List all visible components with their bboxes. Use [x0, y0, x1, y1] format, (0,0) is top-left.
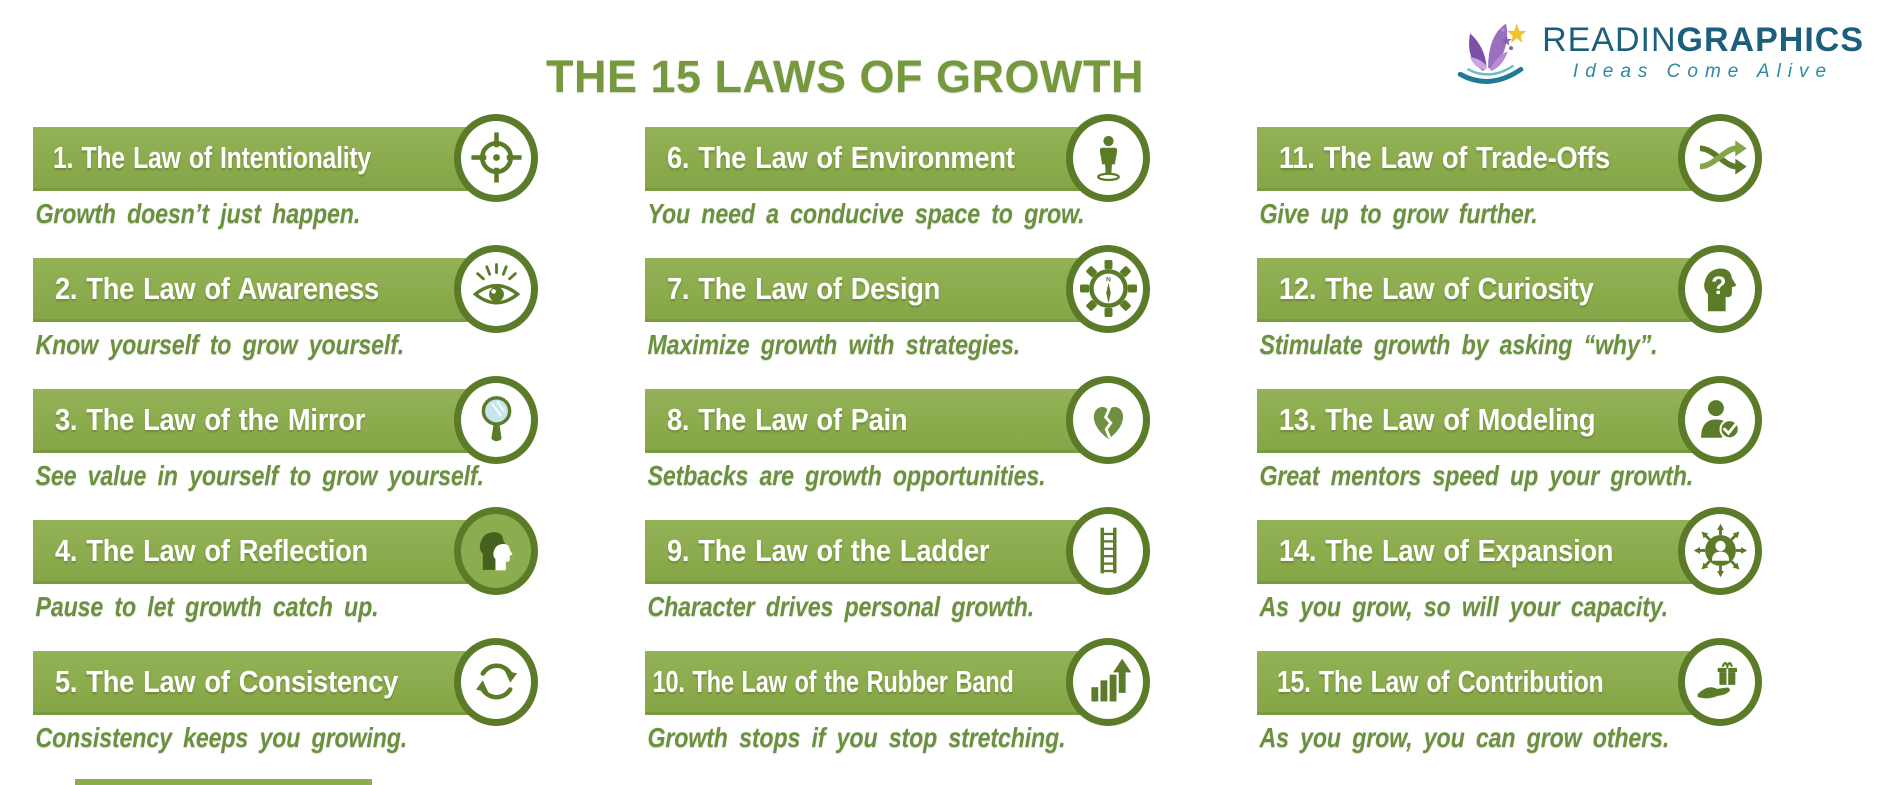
- expansion-icon: [1678, 506, 1762, 595]
- law-bar: 3. The Law of the Mirror: [33, 375, 538, 464]
- law-title: 11. The Law of Trade-Offs: [1279, 140, 1610, 175]
- broken-heart-icon: [1066, 375, 1150, 464]
- law-bar: 5. The Law of Consistency: [33, 637, 538, 726]
- logo-text: READINGRAPHICS Ideas Come Alive: [1542, 20, 1864, 84]
- law-title: 2. The Law of Awareness: [55, 271, 379, 306]
- law-title: 1. The Law of Intentionality: [53, 140, 371, 175]
- law-subtitle: Know yourself to grow yourself.: [35, 329, 405, 360]
- law-title: 7. The Law of Design: [667, 271, 941, 306]
- svg-text:N: N: [1106, 277, 1111, 284]
- law-title: 12. The Law of Curiosity: [1279, 271, 1594, 306]
- law-bar: 14. The Law of Expansion: [1257, 506, 1762, 595]
- laws-column-1: 1. The Law of Intentionality Growth does…: [33, 113, 538, 782]
- law-subtitle: Pause to let growth catch up.: [35, 591, 379, 622]
- law-row: 4. The Law of Reflection Pause to let gr…: [33, 506, 538, 651]
- law-bar: 1. The Law of Intentionality: [33, 113, 538, 202]
- law-subtitle: Give up to grow further.: [1259, 198, 1538, 229]
- law-row: 12. The Law of Curiosity ? Stimulate gro…: [1257, 244, 1762, 389]
- law-row: 13. The Law of Modeling Great mentors sp…: [1257, 375, 1762, 520]
- law-bar: 4. The Law of Reflection: [33, 506, 538, 595]
- law-subtitle: Consistency keeps you growing.: [35, 722, 408, 753]
- law-title: 8. The Law of Pain: [667, 402, 908, 437]
- cropped-bar-strip: [75, 779, 372, 785]
- law-bar: 2. The Law of Awareness: [33, 244, 538, 333]
- law-row: 14. The Law of Expansion As you grow, so…: [1257, 506, 1762, 651]
- law-row: 11. The Law of Trade-Offs Give up to gro…: [1257, 113, 1762, 258]
- mentor-check-icon: [1678, 375, 1762, 464]
- law-title: 4. The Law of Reflection: [55, 533, 368, 568]
- page-title: THE 15 LAWS OF GROWTH: [545, 51, 1144, 103]
- law-title: 5. The Law of Consistency: [55, 664, 399, 699]
- law-subtitle: See value in yourself to grow yourself.: [35, 460, 484, 491]
- question-head-icon: ?: [1678, 244, 1762, 333]
- laws-column-3: 11. The Law of Trade-Offs Give up to gro…: [1257, 113, 1762, 782]
- law-title: 13. The Law of Modeling: [1279, 402, 1596, 437]
- ladder-icon: [1066, 506, 1150, 595]
- law-subtitle: Growth doesn’t just happen.: [35, 198, 361, 229]
- law-bar: 12. The Law of Curiosity ?: [1257, 244, 1762, 333]
- law-subtitle: As you grow, so will your capacity.: [1259, 591, 1668, 622]
- compass-gear-icon: N: [1066, 244, 1150, 333]
- person-icon: [1066, 113, 1150, 202]
- law-subtitle: Maximize growth with strategies.: [647, 329, 1021, 360]
- law-bar: 6. The Law of Environment: [645, 113, 1150, 202]
- law-row: 1. The Law of Intentionality Growth does…: [33, 113, 538, 258]
- law-row: 6. The Law of Environment You need a con…: [645, 113, 1150, 258]
- law-subtitle: You need a conducive space to grow.: [647, 198, 1085, 229]
- mirror-icon: [454, 375, 538, 464]
- law-subtitle: Character drives personal growth.: [647, 591, 1035, 622]
- svg-text:?: ?: [1711, 272, 1726, 300]
- law-bar: 13. The Law of Modeling: [1257, 375, 1762, 464]
- law-title: 3. The Law of the Mirror: [55, 402, 366, 437]
- readinggraphics-logo: READINGRAPHICS Ideas Come Alive: [1452, 12, 1864, 94]
- law-row: 2. The Law of Awareness Know yourself to…: [33, 244, 538, 389]
- law-row: 9. The Law of the Ladder Character drive…: [645, 506, 1150, 651]
- laws-grid: 1. The Law of Intentionality Growth does…: [33, 113, 1762, 782]
- swap-arrows-icon: [1678, 113, 1762, 202]
- logo-tagline: Ideas Come Alive: [1572, 61, 1834, 83]
- law-subtitle: As you grow, you can grow others.: [1259, 722, 1670, 753]
- law-bar: 8. The Law of Pain: [645, 375, 1150, 464]
- law-bar: 15. The Law of Contribution: [1257, 637, 1762, 726]
- faces-icon: [454, 506, 538, 595]
- law-subtitle: Stimulate growth by asking “why”.: [1259, 329, 1658, 360]
- law-row: 5. The Law of Consistency Consistency ke…: [33, 637, 538, 782]
- law-bar: 9. The Law of the Ladder: [645, 506, 1150, 595]
- target-icon: [454, 113, 538, 202]
- laws-column-2: 6. The Law of Environment You need a con…: [645, 113, 1150, 782]
- law-row: 7. The Law of Design N Maximize growth w…: [645, 244, 1150, 389]
- eye-icon: [454, 244, 538, 333]
- law-title: 6. The Law of Environment: [667, 140, 1015, 175]
- law-title: 14. The Law of Expansion: [1279, 533, 1614, 568]
- law-row: 15. The Law of Contribution As you grow,…: [1257, 637, 1762, 782]
- law-bar: 11. The Law of Trade-Offs: [1257, 113, 1762, 202]
- growth-chart-icon: [1066, 637, 1150, 726]
- law-bar: 10. The Law of the Rubber Band: [645, 637, 1150, 726]
- law-title: 10. The Law of the Rubber Band: [652, 664, 1014, 699]
- law-title: 9. The Law of the Ladder: [667, 533, 990, 568]
- law-subtitle: Growth stops if you stop stretching.: [647, 722, 1066, 753]
- law-title: 15. The Law of Contribution: [1277, 664, 1604, 699]
- cycle-arrows-icon: [454, 637, 538, 726]
- law-bar: 7. The Law of Design N: [645, 244, 1150, 333]
- gift-hand-icon: [1678, 637, 1762, 726]
- law-subtitle: Setbacks are growth opportunities.: [647, 460, 1046, 491]
- logo-wordmark: READINGRAPHICS: [1542, 20, 1864, 59]
- law-row: 3. The Law of the Mirror See value in yo…: [33, 375, 538, 520]
- law-row: 8. The Law of Pain Setbacks are growth o…: [645, 375, 1150, 520]
- law-subtitle: Great mentors speed up your growth.: [1259, 460, 1694, 491]
- law-row: 10. The Law of the Rubber Band Growth st…: [645, 637, 1150, 782]
- book-butterfly-logo-icon: [1452, 12, 1534, 94]
